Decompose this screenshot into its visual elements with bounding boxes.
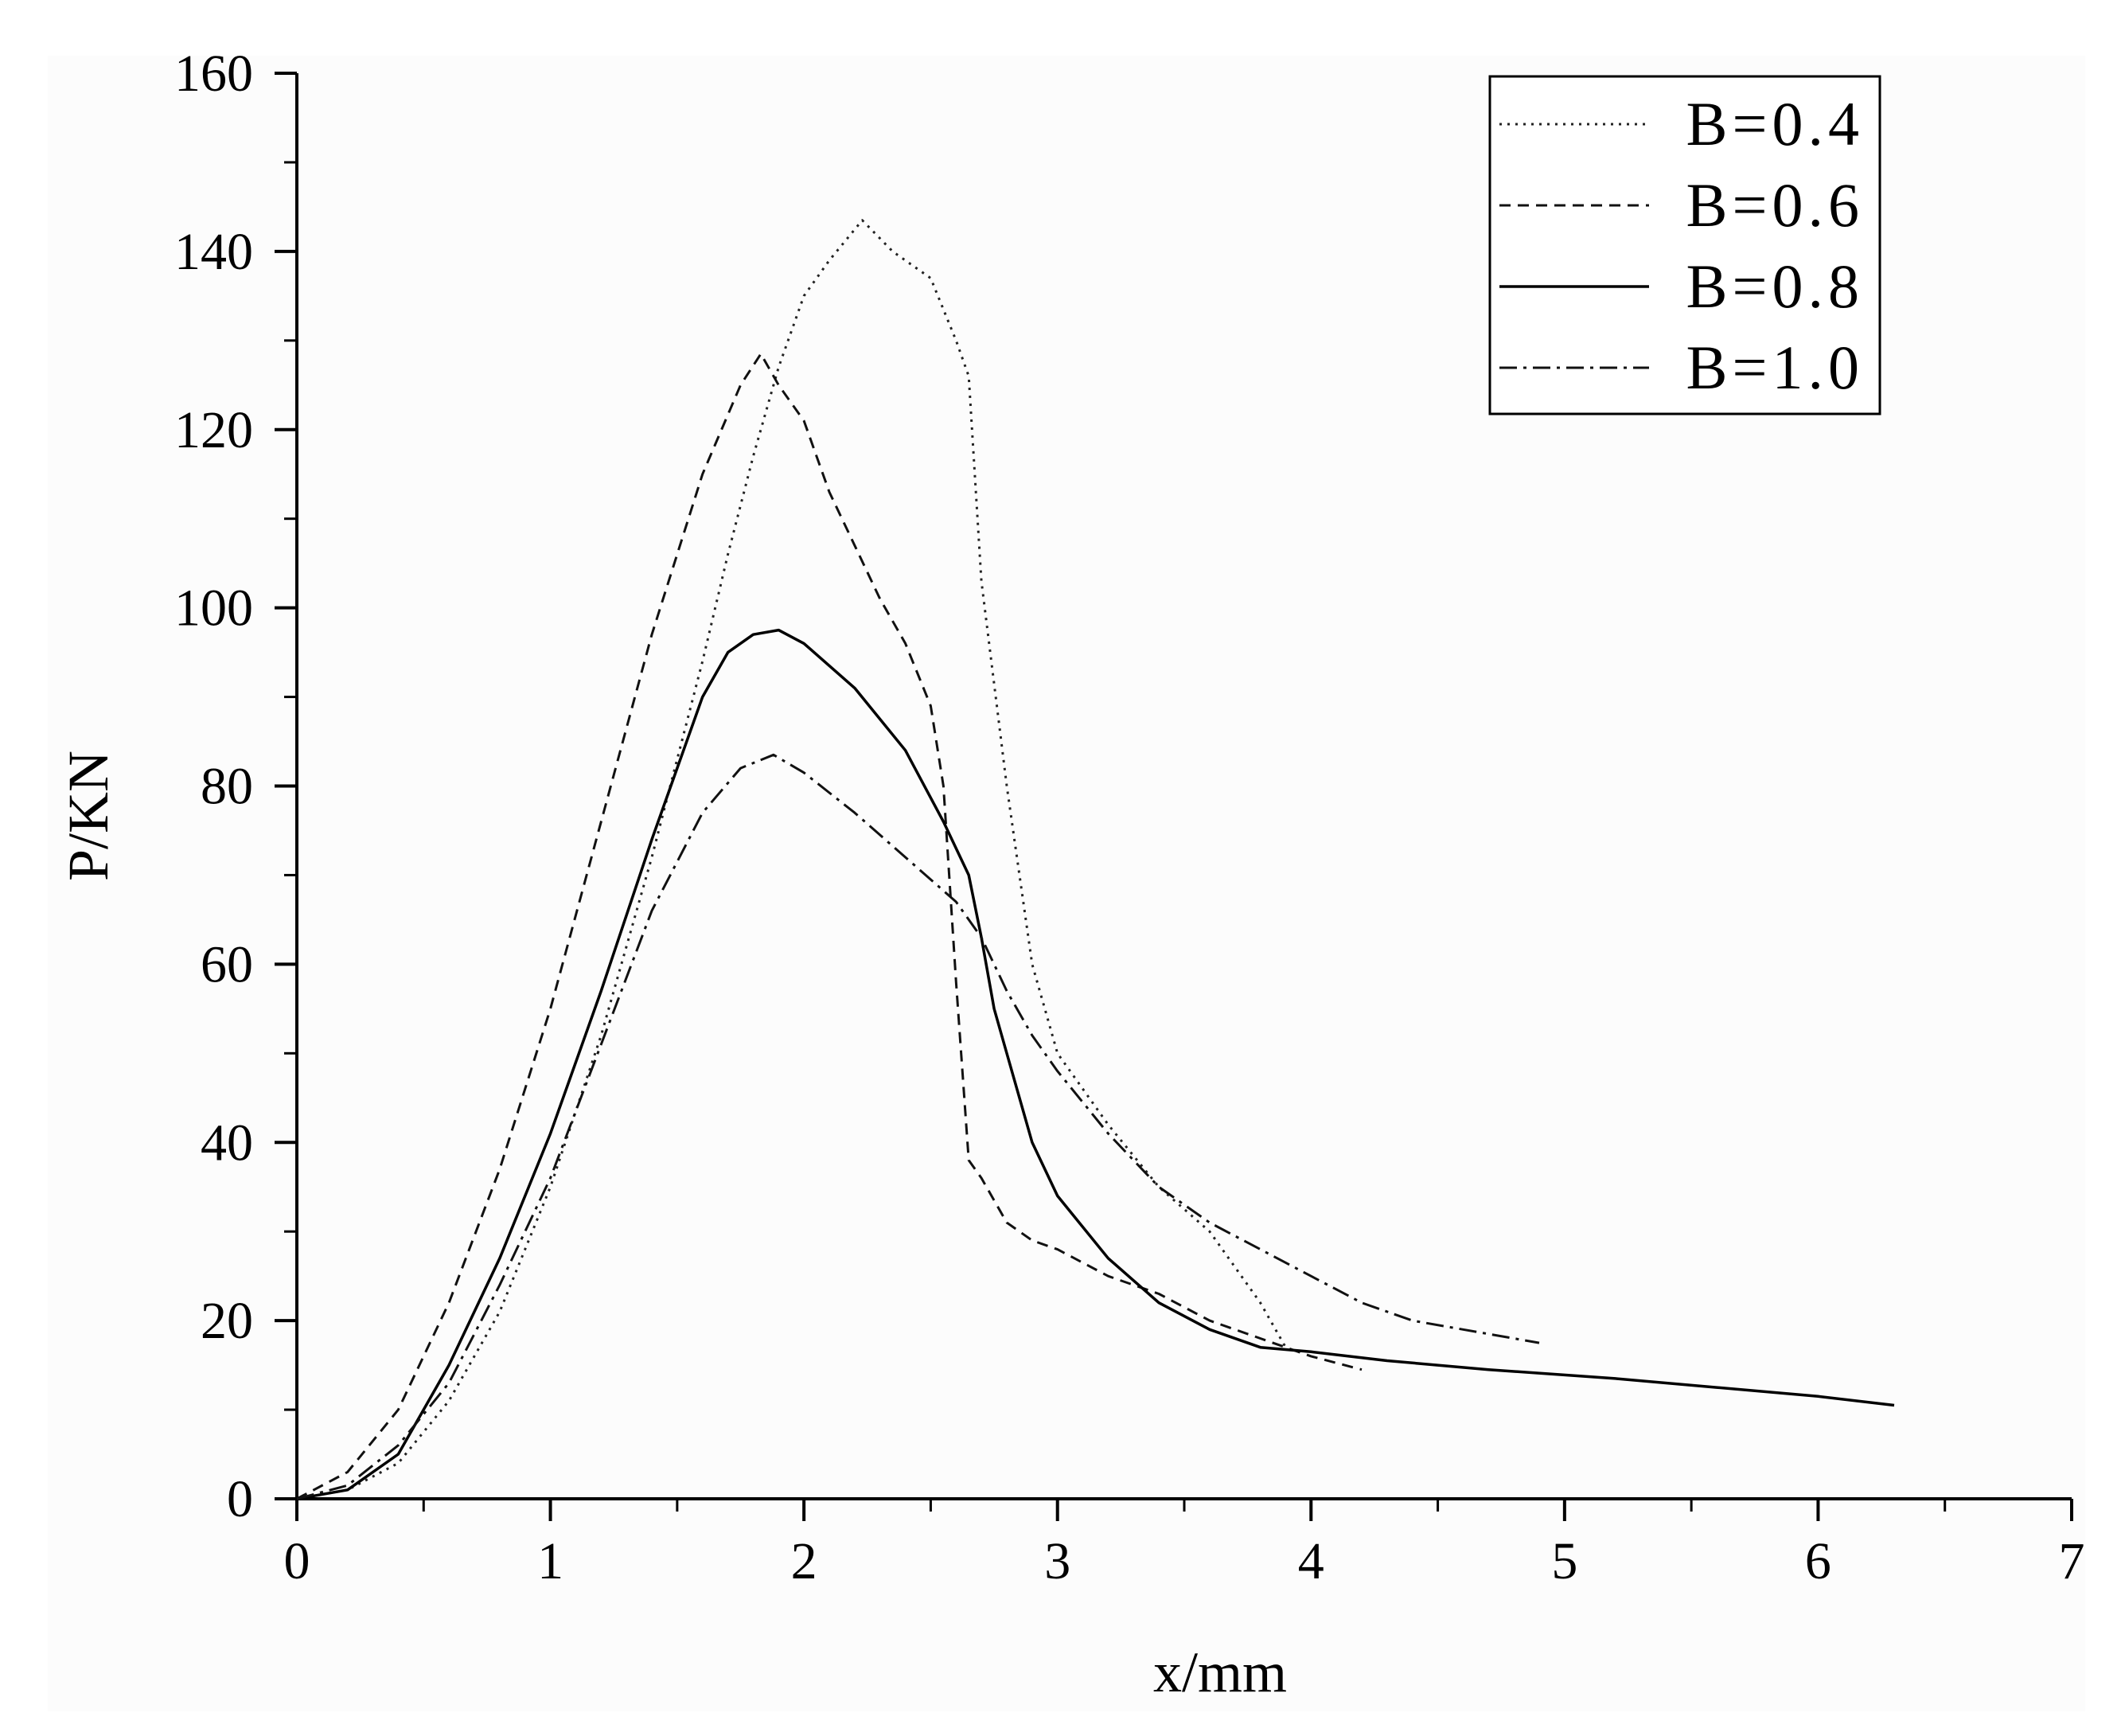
y-tick-label: 140 <box>174 223 253 281</box>
x-axis-title: x/mm <box>1153 1640 1287 1704</box>
y-tick-label: 0 <box>227 1470 253 1528</box>
legend-label: B=0.4 <box>1686 89 1864 158</box>
legend-label: B=0.6 <box>1686 170 1864 240</box>
series-line-B-0-6 <box>296 353 1363 1500</box>
x-tick-label: 7 <box>2059 1532 2085 1590</box>
series-group <box>296 219 1895 1500</box>
y-tick-label: 120 <box>174 401 253 459</box>
x-tick-label: 1 <box>537 1532 563 1590</box>
series-line-B-1-0 <box>296 753 1540 1500</box>
y-tick-label: 100 <box>174 579 253 638</box>
x-tick-label: 5 <box>1551 1532 1577 1590</box>
series-line-B-0-8 <box>296 628 1895 1500</box>
y-tick-label: 160 <box>174 45 253 103</box>
series-line-B-0-4 <box>296 219 1287 1500</box>
axes: 0 1 2 3 4 5 6 7 0 20 40 60 80 100 120 140 160 <box>174 45 2085 1590</box>
x-tick-label: 0 <box>284 1532 310 1590</box>
x-tick-label: 2 <box>791 1532 817 1590</box>
legend-label: B=0.8 <box>1686 252 1864 321</box>
x-tick-label: 3 <box>1044 1532 1070 1590</box>
y-tick-label: 40 <box>201 1114 253 1172</box>
x-tick-label: 6 <box>1805 1532 1831 1590</box>
legend: B=0.4 B=0.6 B=0.8 B=1.0 <box>1488 75 1881 415</box>
x-tick-label: 4 <box>1298 1532 1324 1590</box>
legend-box <box>1488 75 1881 415</box>
y-tick-label: 80 <box>201 758 253 816</box>
y-tick-label: 20 <box>201 1292 253 1350</box>
y-axis-title: P/KN <box>57 751 120 881</box>
legend-label: B=1.0 <box>1686 333 1864 402</box>
y-tick-label: 60 <box>201 935 253 993</box>
